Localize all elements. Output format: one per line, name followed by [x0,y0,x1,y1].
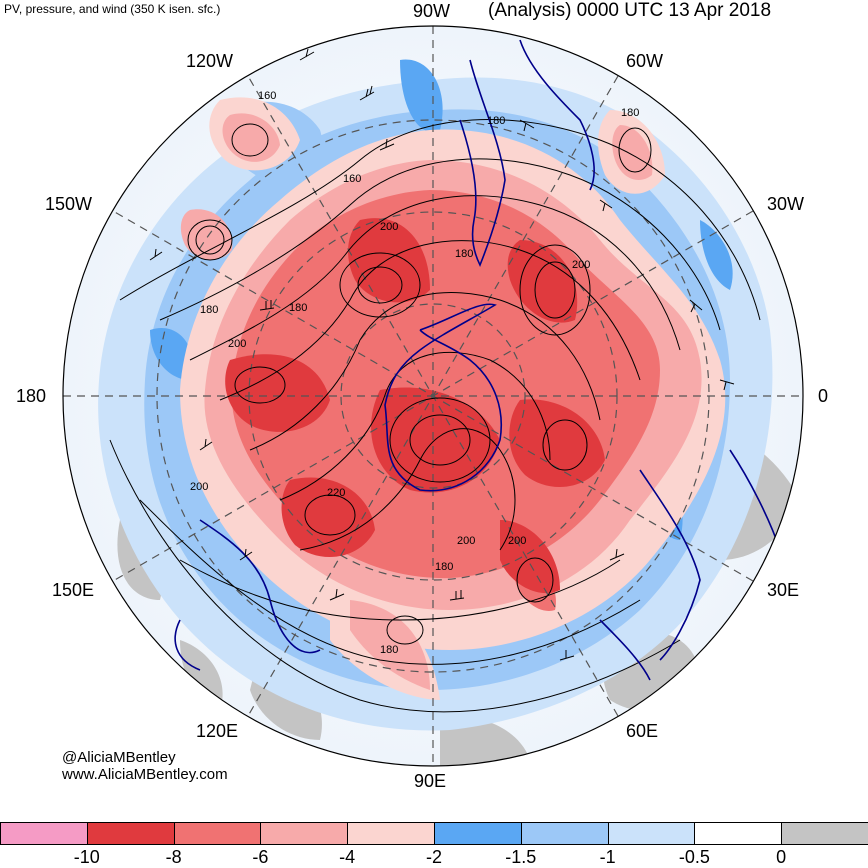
contour-label: 180 [455,248,473,260]
colorbar-tick-label: -1 [599,847,616,867]
colorbar-tick-label: -2 [425,847,443,867]
contour-label: 220 [327,487,345,499]
contour-label: 200 [380,221,398,233]
contour-label: 200 [572,259,590,271]
contour-label: 160 [258,90,276,102]
contour-label: 200 [228,338,246,350]
colorbar-tick-label: -0.5 [678,847,710,867]
lon-label-120w: 120W [186,51,234,71]
colorbar-tick-label: -10 [73,847,100,867]
lon-label-0: 0 [818,386,829,406]
lon-label-90e: 90E [414,771,447,791]
contour-label: 200 [190,481,208,493]
lon-label-60e: 60E [626,721,659,741]
colorbar-swatch [0,822,88,845]
contour-label: 180 [487,115,505,127]
colorbar [0,822,868,846]
map-title: (Analysis) 0000 UTC 13 Apr 2018 [488,0,772,21]
lon-label-120e: 120E [196,721,239,741]
contour-label: 200 [457,535,475,547]
pv-band-dark-red [225,218,605,594]
polar-map: 160 160 180 180 200 180 200 180 180 200 … [62,25,804,767]
lon-label-30e: 30E [767,580,800,600]
colorbar-swatch [434,822,522,845]
lon-label-150e: 150E [52,580,95,600]
lon-label-90w: 90W [413,1,451,21]
colorbar-swatch [607,822,696,845]
contour-label: 180 [435,561,453,573]
lon-label-180: 180 [16,386,47,406]
contour-label: 200 [508,535,526,547]
coastlines [174,39,781,681]
map-subtitle: PV, pressure, and wind (350 K isen. sfc.… [4,2,221,16]
lon-label-150w: 150W [45,194,93,214]
colorbar-swatch [520,822,609,845]
colorbar-swatch [173,822,262,845]
colorbar-swatch [347,822,435,845]
colorbar-tick-label: 0 [776,847,787,867]
colorbar-swatch [781,822,868,845]
contour-label: 180 [380,644,398,656]
credit-website: www.AliciaMBentley.com [62,766,228,783]
lon-label-30w: 30W [767,194,805,214]
pressure-contours [109,119,761,713]
credit-twitter: @AliciaMBentley [62,749,176,766]
colorbar-swatch [694,822,783,845]
contour-label: 160 [343,173,361,185]
colorbar-swatch [86,822,175,845]
lon-label-60w: 60W [626,51,664,71]
map-boundary [62,25,804,767]
contour-labels: 160 160 180 180 200 180 200 180 180 200 … [190,90,639,656]
contour-label: 180 [200,304,218,316]
wind-barbs [149,48,735,661]
contour-label: 180 [289,302,307,314]
colorbar-tick-label: -1.5 [505,847,537,867]
colorbar-tick-label: -4 [339,847,356,867]
contour-label: 180 [621,107,639,119]
graticule [63,26,803,766]
colorbar-tick-label: -6 [252,847,269,867]
colorbar-tick-label: -8 [165,847,182,867]
colorbar-swatch [260,822,349,845]
